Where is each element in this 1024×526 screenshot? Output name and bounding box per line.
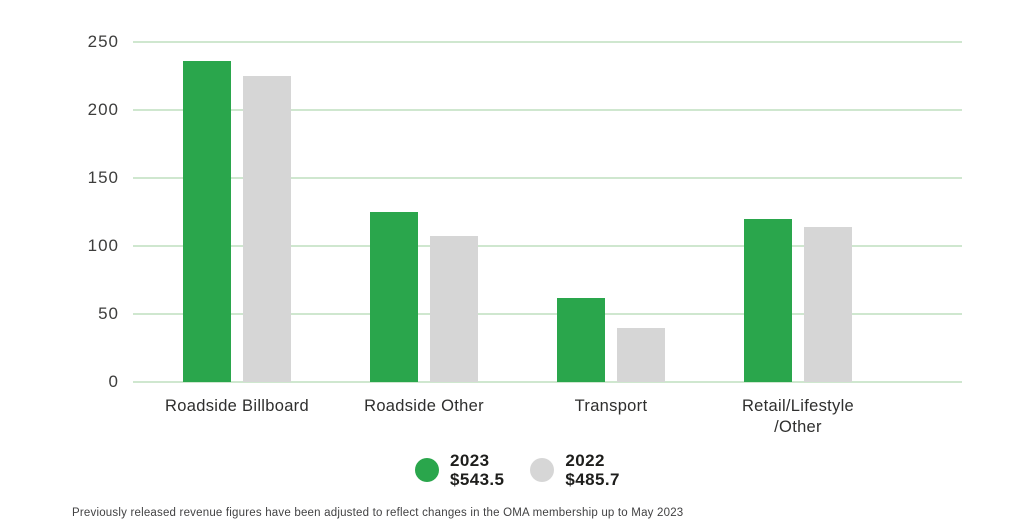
x-label-transport: Transport xyxy=(574,397,648,415)
x-label-roadside-other: Roadside Other xyxy=(364,397,484,415)
bar-2022-transport xyxy=(617,328,665,382)
legend-text-2023: 2023 $543.5 xyxy=(450,451,504,489)
gridline-50 xyxy=(133,313,962,315)
y-tick-150: 150 xyxy=(87,168,119,187)
y-tick-250: 250 xyxy=(87,32,119,51)
bar-2022-retail-lifestyle-other xyxy=(804,227,852,382)
bar-2022-roadside-other xyxy=(430,236,478,382)
y-tick-100: 100 xyxy=(87,236,119,255)
bar-2023-retail-lifestyle-other xyxy=(744,219,792,382)
bar-2022-roadside-billboard xyxy=(243,76,291,382)
chart-legend: 2023 $543.5 2022 $485.7 xyxy=(415,451,620,489)
chart-footnote: Previously released revenue figures have… xyxy=(72,507,684,519)
legend-year-2022: 2022 xyxy=(565,451,605,470)
y-tick-200: 200 xyxy=(87,100,119,119)
bar-2023-roadside-billboard xyxy=(183,61,231,382)
y-tick-0: 0 xyxy=(108,372,119,391)
gridline-200 xyxy=(133,109,962,111)
legend-item-2022: 2022 $485.7 xyxy=(530,451,619,489)
gridline-100 xyxy=(133,245,962,247)
legend-total-2022: $485.7 xyxy=(565,470,620,489)
gridline-250 xyxy=(133,41,962,43)
legend-item-2023: 2023 $543.5 xyxy=(415,451,504,489)
legend-total-2023: $543.5 xyxy=(450,470,505,489)
legend-text-2022: 2022 $485.7 xyxy=(565,451,619,489)
x-label-roadside-billboard: Roadside Billboard xyxy=(165,397,309,415)
gridline-0 xyxy=(133,381,962,383)
x-label-retail-lifestyle-other: Retail/Lifestyle /Other xyxy=(741,397,855,436)
y-tick-50: 50 xyxy=(98,304,119,323)
bar-2023-transport xyxy=(557,298,605,382)
gridline-150 xyxy=(133,177,962,179)
bar-2023-roadside-other xyxy=(370,212,418,382)
legend-dot-2022 xyxy=(530,458,555,482)
legend-year-2023: 2023 xyxy=(450,451,490,470)
legend-dot-2023 xyxy=(415,458,439,482)
plot-area xyxy=(133,41,962,383)
